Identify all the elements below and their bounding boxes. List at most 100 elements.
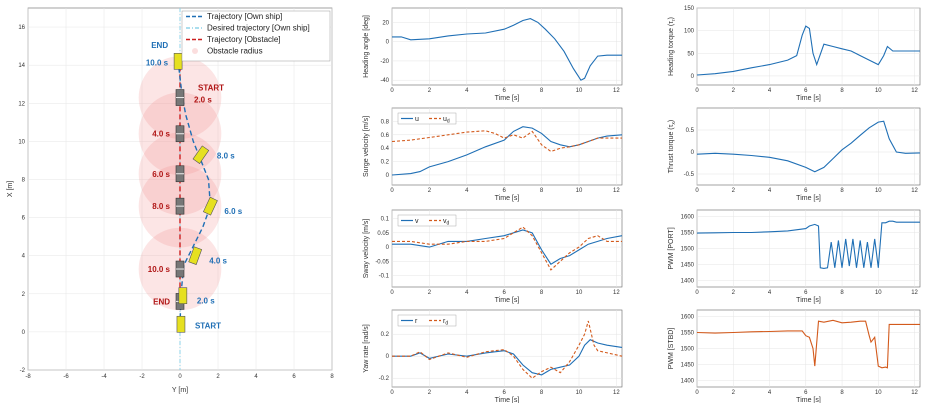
series-line [696,25,920,76]
y-tick-label: -0.05 [375,259,389,265]
y-tick-label: 6 [22,216,26,222]
legend-box [397,214,457,227]
x-axis-label: Y [m] [172,387,188,394]
y-axis-label: Heading angle [deg] [363,15,370,78]
y-tick-label: -2 [20,368,26,374]
trajectory-legend: Trajectory [Own ship] Desired trajectory … [181,10,331,62]
x-tick-label: 12 [911,390,918,396]
y-tick-label: 0.4 [381,146,390,152]
legend-label: Trajectory [Obstacle] [207,35,281,44]
y-tick-label: 10 [18,139,25,145]
y-tick-label: 0 [386,354,390,360]
time-series-panel: 0 2 4 6 8 10 12 1400 1450 1500 1550 1600 Time [s] PWM… [668,209,921,304]
series-line [392,226,622,271]
series-legend: v vd [397,214,457,227]
own-ship-boat-marker [192,145,210,164]
x-tick-label: 12 [613,88,620,94]
own-ship-pose-label: START [195,321,221,330]
time-series-panel: 0 2 4 6 8 10 12 -0.1 -0.05 0 0.05 0.1 Time [s] Sway v… [363,209,623,304]
x-tick-label: -2 [139,374,145,380]
y-axis-label: Heading torque (τr) [668,17,677,76]
y-tick-label: 1550 [681,230,695,236]
x-tick-label: 2 [216,374,220,380]
y-tick-label: 0.8 [381,119,390,125]
y-tick-label: 0.2 [381,332,390,338]
x-tick-label: 2 [732,290,736,296]
series-line [696,220,920,269]
y-tick-label: 1500 [681,347,695,353]
x-axis-label: Time [s] [796,195,821,202]
y-tick-label: -40 [380,78,389,84]
x-tick-label: 10 [875,88,882,94]
x-tick-label: 2 [732,188,736,194]
y-tick-label: 1600 [681,314,695,320]
own-ship-pose-label: 4.0 s [209,257,227,266]
x-tick-label: 10 [875,188,882,194]
own-ship-boat-marker [178,287,188,304]
y-tick-label: 50 [687,51,694,57]
y-axis-label: Yaw rate [rad/s] [363,324,370,373]
x-tick-label: -6 [63,374,69,380]
legend-label: v [415,218,419,225]
series-line [392,320,623,379]
time-series-panel: 0 2 4 6 8 10 12 -0.5 0 0.5 Time [s] Thrust torque (… [668,107,921,202]
x-tick-label: -4 [101,374,107,380]
obstacle-pose-label: 6.0 s [152,170,170,179]
legend-label: Trajectory [Own ship] [207,12,282,21]
series-line [392,229,623,265]
time-series-panel: 0 2 4 6 8 10 12 0 50 100 150 Time [s] Heading torque… [668,6,921,102]
x-axis-label: Time [s] [495,195,520,202]
legend-label: Desired trajectory [Own ship] [207,24,310,33]
own-ship-boat-marker [202,196,218,216]
y-tick-label: 0.2 [381,160,390,166]
x-tick-label: 0 [695,188,699,194]
y-tick-label: 1550 [681,330,695,336]
y-tick-label: 1600 [681,214,695,220]
x-tick-label: 2 [428,88,432,94]
legend-box [181,10,331,62]
time-series-panel: 0 2 4 6 8 10 12 -0.2 0 0.2 Time [s] Yaw rate [rad/s… [363,309,623,403]
y-tick-label: 0.5 [686,128,695,134]
x-tick-label: 6 [804,290,808,296]
x-axis-label: Time [s] [495,95,520,102]
x-tick-label: 0 [695,290,699,296]
x-tick-label: 10 [875,290,882,296]
x-tick-label: 8 [540,390,544,396]
own-ship-boat-marker [188,246,203,265]
series-line [392,18,622,81]
legend-label: r [415,318,418,325]
x-tick-label: 12 [613,390,620,396]
x-tick-label: 0 [390,290,394,296]
x-tick-label: 8 [840,88,844,94]
series-legend: u ud [397,112,457,125]
x-axis-label: Time [s] [796,95,821,102]
y-tick-label: 1500 [681,247,695,253]
legend-label: rd [443,318,448,327]
y-tick-label: 0 [386,245,390,251]
y-tick-label: 8 [22,177,26,183]
x-tick-label: 10 [576,188,583,194]
time-series-panel: 0 2 4 6 8 10 12 -40 -20 0 20 Time [s] Heading angle … [363,7,623,102]
x-tick-label: 6 [292,374,296,380]
legend-swatch [192,48,198,54]
y-tick-label: 0 [386,40,390,46]
x-tick-label: 8 [540,290,544,296]
x-tick-label: 6 [804,188,808,194]
obstacle-pose-label: 2.0 s [194,96,212,105]
x-tick-label: 12 [911,88,918,94]
legend-label: Obstacle radius [207,47,263,56]
x-tick-label: 6 [503,390,507,396]
legend-box [397,112,457,125]
x-tick-label: 4 [768,188,772,194]
x-tick-label: 4 [768,88,772,94]
y-tick-label: 100 [684,29,695,35]
y-tick-label: 2 [22,292,26,298]
x-tick-label: 6 [804,390,808,396]
series-line [391,130,622,153]
axes-box [391,7,623,86]
y-tick-label: 1450 [681,363,695,369]
x-tick-label: 10 [576,390,583,396]
x-tick-label: 6 [503,290,507,296]
x-tick-label: 4 [465,188,469,194]
y-tick-label: 12 [18,101,25,107]
